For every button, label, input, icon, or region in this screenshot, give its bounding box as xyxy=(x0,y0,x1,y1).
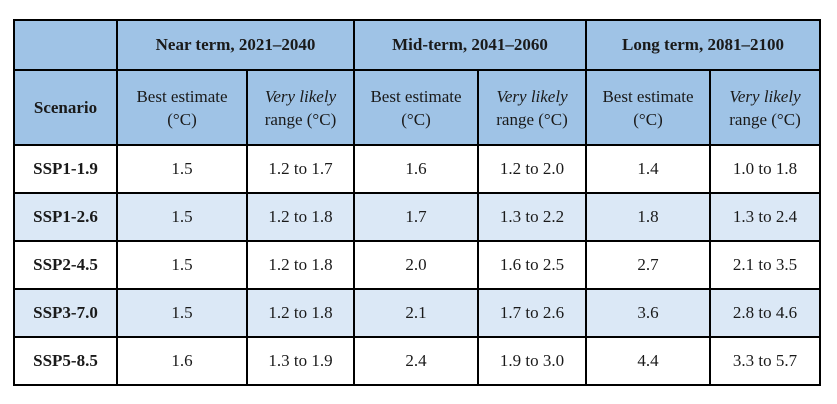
long-best-cell: 3.6 xyxy=(585,288,711,338)
warming-projection-table: Near term, 2021–2040 Mid-term, 2041–2060… xyxy=(13,19,821,386)
near-best-cell: 1.6 xyxy=(116,336,248,386)
mid-range-cell: 1.9 to 3.0 xyxy=(477,336,587,386)
mid-best-cell: 2.0 xyxy=(353,240,479,290)
warming-projection-table-container: Near term, 2021–2040 Mid-term, 2041–2060… xyxy=(13,19,821,386)
near-range-cell: 1.2 to 1.7 xyxy=(246,144,355,194)
near-best-cell: 1.5 xyxy=(116,192,248,242)
scenario-cell: SSP3-7.0 xyxy=(13,288,118,338)
likely-range-label: Very likely xyxy=(264,86,337,106)
mid-best-estimate-header: Best estimate (°C) xyxy=(353,69,479,146)
long-best-cell: 2.7 xyxy=(585,240,711,290)
table-row: SSP3-7.0 1.5 1.2 to 1.8 2.1 1.7 to 2.6 3… xyxy=(13,288,821,338)
table-row: SSP1-1.9 1.5 1.2 to 1.7 1.6 1.2 to 2.0 1… xyxy=(13,144,821,194)
best-estimate-label: Best estimate xyxy=(370,86,462,106)
long-range-cell: 1.0 to 1.8 xyxy=(709,144,821,194)
best-estimate-label: Best estimate xyxy=(602,86,694,106)
best-estimate-unit: (°C) xyxy=(633,109,663,129)
likely-range-label: Very likely xyxy=(496,86,568,106)
scenario-cell: SSP5-8.5 xyxy=(13,336,118,386)
near-best-cell: 1.5 xyxy=(116,144,248,194)
period-near-term: Near term, 2021–2040 xyxy=(116,19,355,71)
period-mid-term: Mid-term, 2041–2060 xyxy=(353,19,587,71)
mid-range-cell: 1.6 to 2.5 xyxy=(477,240,587,290)
long-best-cell: 1.8 xyxy=(585,192,711,242)
long-range-cell: 1.3 to 2.4 xyxy=(709,192,821,242)
period-long-term: Long term, 2081–2100 xyxy=(585,19,821,71)
near-range-cell: 1.2 to 1.8 xyxy=(246,192,355,242)
scenario-cell: SSP1-1.9 xyxy=(13,144,118,194)
column-header-row: Scenario Best estimate (°C) Very likely … xyxy=(13,69,821,146)
near-best-cell: 1.5 xyxy=(116,288,248,338)
table-row: SSP5-8.5 1.6 1.3 to 1.9 2.4 1.9 to 3.0 4… xyxy=(13,336,821,386)
best-estimate-unit: (°C) xyxy=(167,109,197,129)
mid-likely-range-header: Very likely range (°C) xyxy=(477,69,587,146)
near-range-cell: 1.3 to 1.9 xyxy=(246,336,355,386)
near-range-cell: 1.2 to 1.8 xyxy=(246,240,355,290)
near-likely-range-header: Very likely range (°C) xyxy=(246,69,355,146)
best-estimate-unit: (°C) xyxy=(401,109,431,129)
mid-range-cell: 1.3 to 2.2 xyxy=(477,192,587,242)
likely-range-label: Very likely xyxy=(729,86,801,106)
mid-best-cell: 2.4 xyxy=(353,336,479,386)
mid-range-cell: 1.7 to 2.6 xyxy=(477,288,587,338)
mid-best-cell: 2.1 xyxy=(353,288,479,338)
near-best-cell: 1.5 xyxy=(116,240,248,290)
mid-best-cell: 1.6 xyxy=(353,144,479,194)
scenario-cell: SSP2-4.5 xyxy=(13,240,118,290)
likely-range-unit: range (°C) xyxy=(264,109,337,129)
near-best-estimate-header: Best estimate (°C) xyxy=(116,69,248,146)
likely-range-unit: range (°C) xyxy=(496,109,568,129)
period-header-row: Near term, 2021–2040 Mid-term, 2041–2060… xyxy=(13,19,821,71)
long-best-cell: 1.4 xyxy=(585,144,711,194)
mid-range-cell: 1.2 to 2.0 xyxy=(477,144,587,194)
best-estimate-label: Best estimate xyxy=(136,86,228,106)
table-row: SSP2-4.5 1.5 1.2 to 1.8 2.0 1.6 to 2.5 2… xyxy=(13,240,821,290)
long-range-cell: 2.1 to 3.5 xyxy=(709,240,821,290)
near-range-cell: 1.2 to 1.8 xyxy=(246,288,355,338)
scenario-column-header: Scenario xyxy=(13,69,118,146)
likely-range-unit: range (°C) xyxy=(729,109,801,129)
mid-best-cell: 1.7 xyxy=(353,192,479,242)
long-best-cell: 4.4 xyxy=(585,336,711,386)
long-best-estimate-header: Best estimate (°C) xyxy=(585,69,711,146)
scenario-cell: SSP1-2.6 xyxy=(13,192,118,242)
table-row: SSP1-2.6 1.5 1.2 to 1.8 1.7 1.3 to 2.2 1… xyxy=(13,192,821,242)
long-range-cell: 2.8 to 4.6 xyxy=(709,288,821,338)
long-range-cell: 3.3 to 5.7 xyxy=(709,336,821,386)
long-likely-range-header: Very likely range (°C) xyxy=(709,69,821,146)
empty-corner-cell xyxy=(13,19,118,71)
